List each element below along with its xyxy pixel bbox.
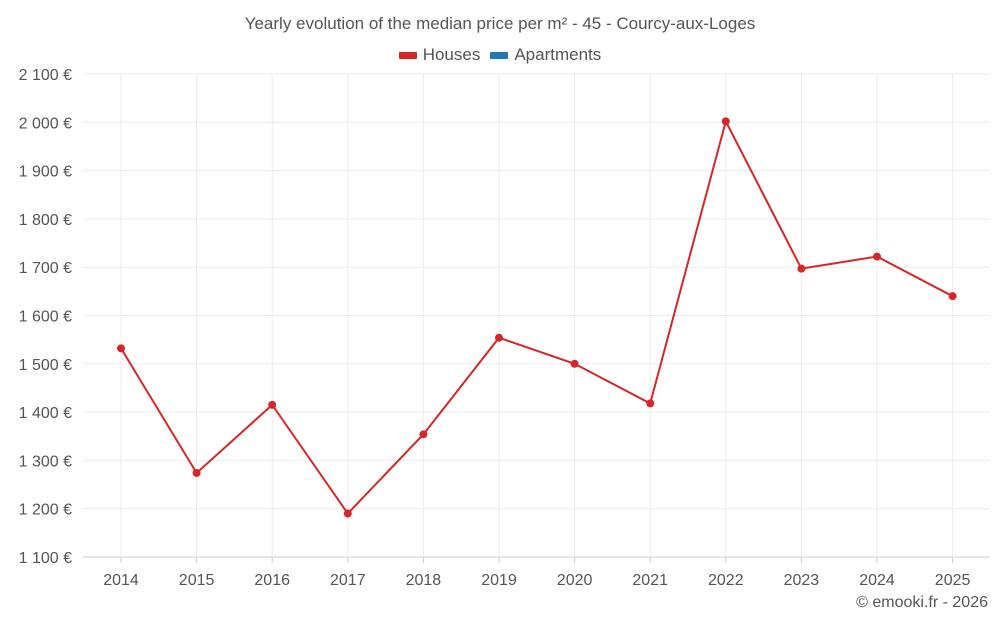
x-tick-label: 2020 <box>557 572 593 589</box>
data-point <box>873 252 881 261</box>
data-point <box>495 333 503 342</box>
y-tick-label: 1 300 € <box>19 453 72 470</box>
data-point <box>343 509 352 518</box>
y-tick-label: 1 200 € <box>19 502 72 519</box>
x-tick-label: 2014 <box>103 572 139 589</box>
y-tick-label: 1 700 € <box>19 260 72 277</box>
x-tick-label: 2024 <box>859 572 895 589</box>
data-point <box>797 264 806 273</box>
y-tick-label: 1 600 € <box>19 309 72 326</box>
x-tick-label: 2017 <box>330 572 366 589</box>
x-tick-label: 2019 <box>481 572 517 589</box>
data-point <box>419 430 428 439</box>
series-line-houses <box>120 118 954 516</box>
x-tick-label: 2022 <box>708 572 744 589</box>
data-point <box>948 292 957 301</box>
legend-item-apartments[interactable]: Apartments <box>490 45 601 65</box>
x-tick-label: 2023 <box>784 572 820 589</box>
data-point <box>570 359 579 368</box>
x-tick-label: 2018 <box>406 572 442 589</box>
data-point <box>646 399 655 408</box>
y-tick-label: 1 800 € <box>19 212 72 229</box>
data-point <box>192 468 201 477</box>
legend-item-houses[interactable]: Houses <box>398 45 481 65</box>
legend-label-apartments: Apartments <box>514 45 602 64</box>
y-tick-label: 1 100 € <box>19 550 72 567</box>
y-tick-label: 1 400 € <box>19 405 72 422</box>
legend-label-houses: Houses <box>422 45 481 64</box>
x-tick-label: 2025 <box>935 572 971 589</box>
legend-swatch-houses <box>398 51 417 59</box>
x-tick-label: 2021 <box>632 572 668 589</box>
credit-text: © emooki.fr - 2026 <box>856 594 988 611</box>
chart-legend: Houses Apartments <box>0 45 1000 65</box>
data-point <box>268 400 277 409</box>
y-tick-label: 2 000 € <box>19 115 72 132</box>
data-point <box>117 344 125 353</box>
chart-title: Yearly evolution of the median price per… <box>244 14 756 33</box>
x-tick-label: 2015 <box>179 572 215 589</box>
y-tick-label: 1 900 € <box>19 164 72 181</box>
x-tick-label: 2016 <box>254 572 290 589</box>
y-tick-label: 2 100 € <box>19 67 72 84</box>
y-tick-label: 1 500 € <box>19 357 72 374</box>
legend-swatch-apartments <box>490 51 509 59</box>
data-point <box>721 117 730 126</box>
